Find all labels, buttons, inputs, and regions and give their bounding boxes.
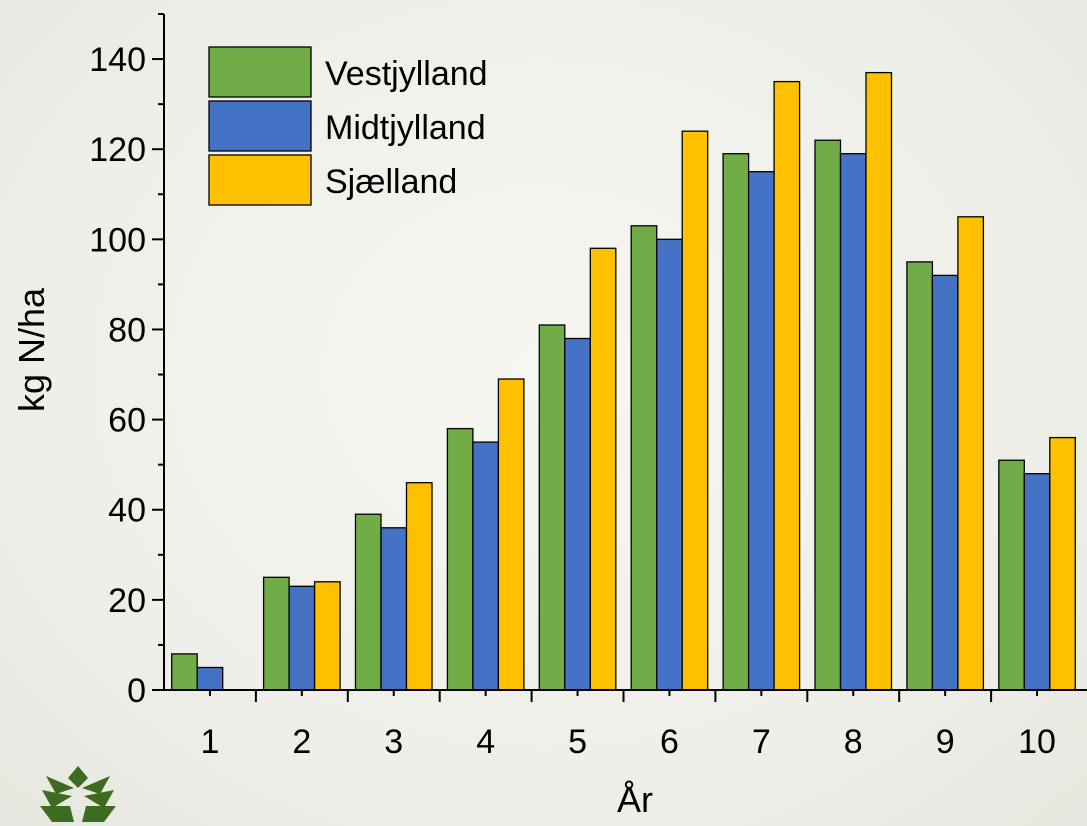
bar-midtjylland-10 — [1023, 473, 1051, 691]
y-tick-label: 120 — [89, 131, 146, 169]
bar-vestjylland-5 — [538, 324, 566, 691]
bar-midtjylland-7 — [747, 171, 775, 691]
logo-leaf — [40, 806, 74, 822]
bar-midtjylland-9 — [931, 274, 959, 691]
bar-midtjylland-8 — [839, 153, 867, 691]
x-tick-label: 1 — [200, 723, 219, 761]
legend-label-sjælland: Sjælland — [325, 163, 457, 201]
bar-midtjylland-4 — [472, 441, 500, 691]
x-tick-label: 6 — [660, 723, 679, 761]
x-tick-label: 7 — [752, 723, 771, 761]
y-axis-title: kg N/ha — [11, 287, 52, 412]
bar-sjælland-9 — [957, 216, 985, 691]
bar-midtjylland-5 — [564, 337, 591, 691]
legend: Vestjylland Midtjylland Sjælland — [208, 46, 488, 206]
logo-leaf — [82, 776, 110, 794]
bar-vestjylland-1 — [171, 653, 198, 691]
bar-sjælland-4 — [497, 378, 525, 691]
bar-vestjylland-7 — [722, 153, 750, 691]
y-tick-label: 60 — [108, 402, 146, 440]
x-tick-label: 10 — [1018, 723, 1056, 761]
logo-leaf — [42, 790, 72, 808]
bar-sjælland-5 — [589, 247, 617, 691]
bar-sjælland-3 — [405, 482, 433, 691]
x-tick-label: 8 — [844, 723, 863, 761]
y-tick-label: 80 — [108, 311, 146, 349]
bar-sjælland-6 — [681, 130, 709, 691]
bar-midtjylland-3 — [380, 527, 408, 691]
bar-sjælland-10 — [1049, 436, 1076, 691]
bar-vestjylland-9 — [906, 261, 934, 691]
x-tick-label: 5 — [568, 723, 587, 761]
y-tick-label: 0 — [127, 672, 146, 710]
x-tick-label: 9 — [936, 723, 955, 761]
bar-vestjylland-6 — [630, 225, 658, 691]
bar-midtjylland-6 — [656, 238, 683, 691]
bar-vestjylland-3 — [354, 513, 382, 691]
bar-vestjylland-8 — [814, 139, 842, 691]
y-tick-label: 40 — [108, 492, 146, 530]
legend-swatch-midtjylland — [208, 100, 312, 152]
legend-swatch-vestjylland — [208, 46, 312, 98]
bar-vestjylland-2 — [262, 576, 290, 691]
bar-midtjylland-2 — [288, 585, 316, 691]
y-tick-label: 140 — [89, 41, 146, 79]
logo-leaf — [46, 776, 74, 794]
axes-layer: 0 20 40 60 80 100 120 140 1 2 3 4 5 6 7 8 9 10 — [89, 13, 1087, 761]
x-axis-title: År — [617, 779, 653, 820]
leaf-logo-icon — [40, 766, 116, 822]
x-tick-label: 4 — [476, 723, 495, 761]
bars-layer — [171, 71, 1076, 691]
logo-leaf — [68, 766, 88, 788]
bar-sjælland-8 — [865, 71, 893, 691]
bar-vestjylland-4 — [446, 427, 474, 691]
logo-leaf — [84, 790, 114, 808]
legend-label-midtjylland: Midtjylland — [325, 109, 486, 147]
bar-sjælland-7 — [773, 80, 801, 691]
x-tick-label: 2 — [292, 723, 311, 761]
legend-swatch-sjælland — [208, 154, 312, 206]
logo-leaf — [82, 806, 116, 822]
y-tick-label: 100 — [89, 221, 146, 259]
legend-label-vestjylland: Vestjylland — [325, 55, 488, 93]
bar-sjælland-2 — [313, 581, 341, 691]
x-tick-label: 3 — [384, 723, 403, 761]
bar-vestjylland-10 — [998, 459, 1025, 691]
y-tick-label: 20 — [108, 582, 146, 620]
bar-midtjylland-1 — [196, 666, 224, 691]
